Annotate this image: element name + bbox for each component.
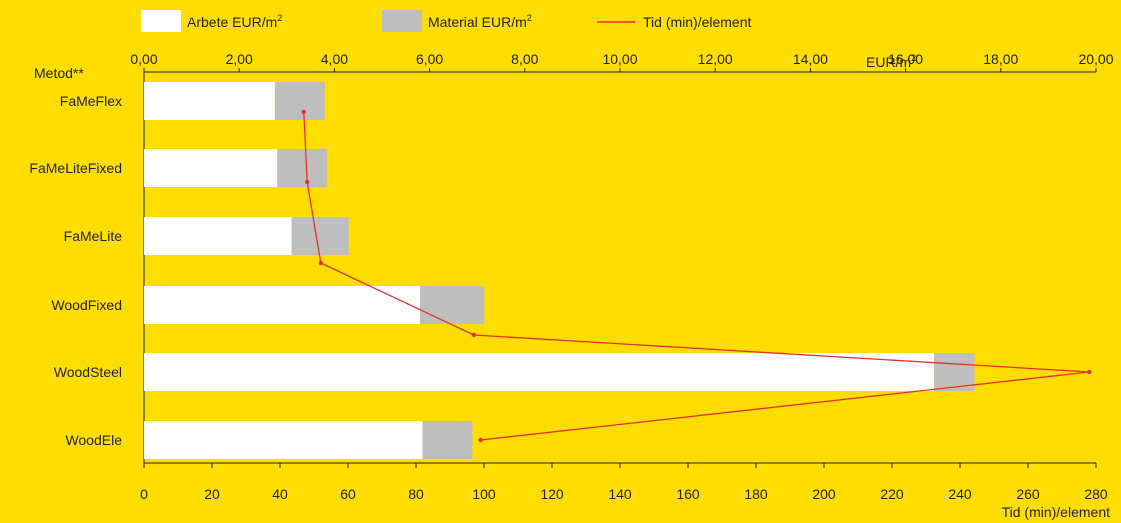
bar-segment-arbete: [144, 286, 421, 324]
bottom-axis-label: Tid (min)/element: [1002, 504, 1111, 520]
bar-segment-material: [420, 286, 485, 324]
top-axis-tick-label: 14,00: [793, 51, 828, 67]
top-axis-label-text: EUR/m: [866, 54, 911, 70]
top-axis-tick-label: 10,00: [602, 51, 637, 67]
top-axis-tick-label: 6,00: [416, 51, 443, 67]
time-line: [303, 111, 1090, 441]
time-point: [1087, 369, 1092, 375]
category-label: WoodEle: [65, 432, 122, 448]
category-label: FaMeLite: [64, 228, 123, 244]
time-point: [305, 179, 310, 185]
bottom-axis-tick-label: 160: [676, 486, 700, 502]
bar-segment-arbete: [144, 353, 935, 391]
legend-label: Tid (min)/element: [643, 14, 752, 30]
category-label: FaMeLiteFixed: [29, 160, 122, 176]
bottom-axis-tick-label: 60: [340, 486, 356, 502]
category-axis-title: Metod**: [34, 65, 84, 81]
bottom-axis-tick-label: 40: [272, 486, 288, 502]
bottom-axis-tick-label: 280: [1084, 486, 1108, 502]
legend-label-text: Material EUR/m: [428, 14, 527, 30]
bar-segment-arbete: [144, 149, 278, 187]
bottom-axis-tick-label: 140: [608, 486, 632, 502]
category-axis: Metod** FaMeFlex FaMeLiteFixed FaMeLite Wood…: [29, 65, 145, 463]
top-axis-label-sup: 2: [911, 53, 916, 63]
legend-label-text: Arbete EUR/m: [187, 14, 277, 30]
top-axis-tick-label: 18,00: [983, 51, 1018, 67]
time-line-group: [301, 109, 1092, 443]
bottom-axis-tick-label: 80: [408, 486, 424, 502]
top-axis-label: EUR/m2: [866, 53, 916, 70]
top-axis-eur: 0,00 2,00 4,00 6,00 8,00 10,00 12,00 14,00 16,00…: [130, 51, 1114, 73]
legend-item: Tid (min)/element: [597, 14, 752, 30]
bar-segment-material: [277, 149, 328, 187]
bottom-axis-tick-label: 260: [1016, 486, 1040, 502]
bar-segment-material: [934, 353, 975, 391]
bars-group: [144, 82, 975, 459]
legend-item: Material EUR/m2: [382, 10, 532, 32]
top-axis-tick-label: 4,00: [321, 51, 348, 67]
legend-label-sup: 2: [527, 13, 532, 23]
bottom-axis-tick-label: 240: [948, 486, 972, 502]
top-axis-tick-label: 20,00: [1078, 51, 1113, 67]
legend-label-sup: 2: [277, 13, 282, 23]
bar-segment-arbete: [144, 82, 275, 120]
time-point: [301, 109, 306, 115]
legend-item: Arbete EUR/m2: [141, 10, 282, 32]
time-point: [471, 332, 476, 338]
top-axis-tick-label: 16,00: [888, 51, 923, 67]
bottom-axis-tick-label: 100: [472, 486, 496, 502]
legend-label: Arbete EUR/m2: [187, 13, 282, 30]
top-axis-tick-label: 2,00: [226, 51, 253, 67]
bottom-axis-tick-label: 180: [744, 486, 768, 502]
top-axis-tick-label: 0,00: [130, 51, 157, 67]
legend-label-text: Tid (min)/element: [643, 14, 752, 30]
bottom-axis-tick-label: 200: [812, 486, 836, 502]
bar-segment-material: [291, 217, 349, 255]
bottom-axis-time: 0 20 40 60 80 100 120 140 160 180 200 220 240 260 280 T…: [140, 462, 1111, 520]
chart-legend: Arbete EUR/m2 Material EUR/m2 Tid (min)/el…: [141, 10, 752, 32]
legend-label: Material EUR/m2: [428, 13, 532, 30]
bottom-axis-tick-label: 220: [880, 486, 904, 502]
bar-segment-arbete: [144, 421, 423, 459]
top-axis-tick-label: 8,00: [511, 51, 538, 67]
bar-segment-material: [422, 421, 473, 459]
time-point: [478, 437, 483, 443]
category-label: FaMeFlex: [60, 93, 122, 109]
time-point: [318, 260, 323, 266]
bar-segment-arbete: [144, 217, 292, 255]
bar-segment-material: [274, 82, 325, 120]
legend-swatch: [141, 10, 181, 32]
category-label: WoodFixed: [51, 297, 122, 313]
bottom-axis-tick-label: 120: [540, 486, 564, 502]
bottom-axis-tick-label: 20: [204, 486, 220, 502]
top-axis-tick-label: 12,00: [698, 51, 733, 67]
legend-swatch: [382, 10, 422, 32]
bottom-axis-tick-label: 0: [140, 486, 148, 502]
category-label: WoodSteel: [54, 364, 122, 380]
